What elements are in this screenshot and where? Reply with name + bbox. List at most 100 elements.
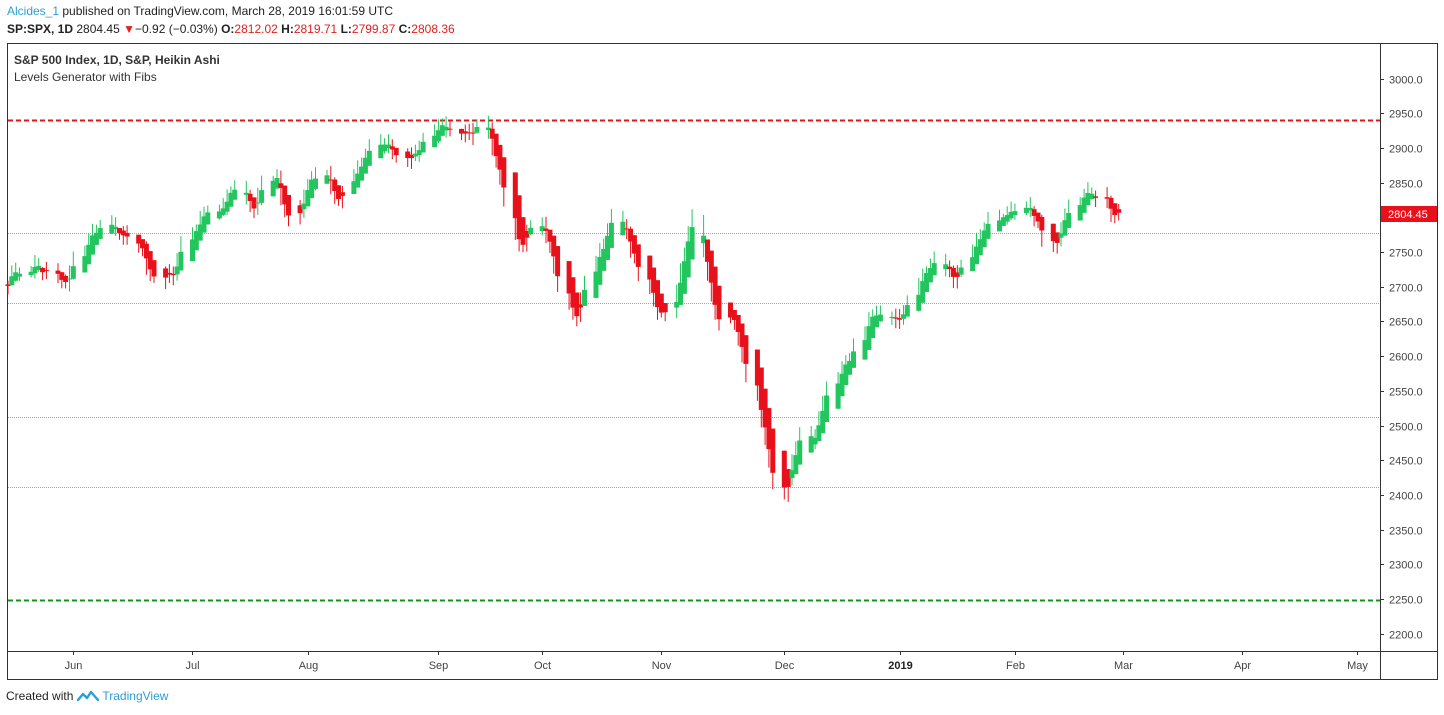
candle-body-up bbox=[420, 141, 426, 153]
candle-body-up bbox=[1027, 207, 1033, 211]
candle-body-up bbox=[674, 302, 680, 308]
candle-body-up bbox=[927, 268, 933, 283]
candle-body-up bbox=[620, 221, 626, 236]
candle-body-up bbox=[351, 181, 357, 194]
candle-body-down bbox=[1116, 209, 1122, 213]
candle-body-up bbox=[1062, 220, 1068, 236]
candle-body-down bbox=[1093, 196, 1099, 198]
candle-body-down bbox=[493, 133, 499, 157]
indicator-legend[interactable]: Levels Generator with Fibs bbox=[14, 70, 157, 84]
candle-body-up bbox=[324, 175, 330, 184]
candle-body-up bbox=[601, 249, 607, 271]
candle-body-up bbox=[1000, 217, 1006, 226]
candle-body-down bbox=[524, 231, 530, 238]
footer: Created with TradingView bbox=[6, 689, 168, 703]
candle-body-up bbox=[443, 126, 449, 131]
high-label: H: bbox=[281, 22, 294, 36]
candle-body-down bbox=[393, 147, 399, 156]
candle-body-down bbox=[631, 235, 637, 254]
candle-body-down bbox=[1031, 209, 1037, 216]
candle-body-up bbox=[528, 227, 534, 235]
candle-body-down bbox=[59, 272, 65, 280]
candle-body-up bbox=[9, 276, 15, 286]
candle-body-down bbox=[574, 292, 580, 317]
low-value: 2799.87 bbox=[351, 22, 396, 36]
candle-body-down bbox=[120, 230, 126, 236]
candle-body-down bbox=[551, 235, 557, 257]
candle-body-down bbox=[954, 272, 960, 277]
quote-line: SP:SPX, 1D 2804.45 ▼−0.92 (−0.03%) O:281… bbox=[7, 22, 455, 36]
candle-body-down bbox=[117, 228, 122, 234]
candle-body-down bbox=[282, 185, 288, 205]
candle-body-up bbox=[432, 135, 438, 148]
candle-body-down bbox=[124, 232, 130, 237]
candle-body-down bbox=[43, 270, 49, 272]
candle-body-up bbox=[816, 425, 822, 442]
candle-body-up bbox=[197, 224, 203, 241]
candle-body-up bbox=[243, 192, 249, 195]
candle-body-down bbox=[1104, 197, 1110, 199]
candle-body-up bbox=[974, 246, 979, 265]
series-legend[interactable]: S&P 500 Index, 1D, S&P, Heikin Ashi bbox=[14, 53, 220, 67]
candle-body-down bbox=[166, 272, 172, 275]
candle-body-down bbox=[278, 183, 284, 188]
time-tick-label: Feb bbox=[1006, 660, 1025, 672]
candle-body-down bbox=[897, 318, 903, 320]
candle-body-up bbox=[582, 289, 587, 306]
author-link[interactable]: Alcides_1 bbox=[7, 4, 60, 18]
candle-body-up bbox=[681, 261, 687, 294]
candle-body-up bbox=[835, 383, 841, 409]
candle-body-up bbox=[205, 212, 211, 225]
candle-body-up bbox=[797, 440, 803, 465]
candle-body-down bbox=[251, 197, 257, 209]
price-tick-label: 2600.0 bbox=[1389, 352, 1423, 364]
candle-body-up bbox=[32, 266, 38, 274]
published-line: Alcides_1 published on TradingView.com, … bbox=[7, 4, 393, 18]
candle-body-up bbox=[228, 192, 234, 207]
close-label: C: bbox=[398, 22, 412, 36]
candle-body-down bbox=[336, 185, 341, 199]
candle-body-down bbox=[501, 157, 507, 188]
candle-body-down bbox=[147, 251, 153, 270]
candle-body-down bbox=[570, 277, 576, 308]
candle-body-down bbox=[1112, 203, 1118, 215]
candle-body-down bbox=[770, 428, 776, 473]
candle-body-down bbox=[1039, 217, 1045, 231]
price-tick-label: 2700.0 bbox=[1389, 283, 1423, 295]
candle-body-up bbox=[259, 190, 265, 203]
candle-body-up bbox=[201, 216, 207, 233]
candle-body-down bbox=[635, 244, 641, 267]
candle-body-down bbox=[743, 335, 749, 364]
price-axis[interactable]: 2200.0 2250.0 2300.0 2350.0 2400.0 2450.0 2500… bbox=[1380, 75, 1423, 642]
tradingview-link[interactable]: TradingView bbox=[102, 689, 169, 703]
candle-body-down bbox=[1035, 212, 1041, 222]
price-change: −0.92 (−0.03%) bbox=[135, 22, 218, 36]
price-tick-label: 2450.0 bbox=[1389, 456, 1423, 468]
candle-body-down bbox=[512, 172, 518, 219]
candle-body-up bbox=[889, 316, 895, 319]
price-tick-label: 2950.0 bbox=[1389, 109, 1423, 121]
candle-body-up bbox=[17, 273, 22, 277]
candle-body-down bbox=[716, 285, 722, 320]
candle-body-up bbox=[309, 179, 315, 199]
candle-body-up bbox=[843, 364, 849, 385]
candle-body-down bbox=[170, 273, 176, 276]
candle-body-up bbox=[386, 144, 391, 148]
candle-body-up bbox=[224, 201, 230, 212]
candle-body-up bbox=[678, 282, 683, 305]
price-tick-label: 2900.0 bbox=[1389, 144, 1423, 156]
candle-body-down bbox=[151, 260, 157, 277]
candle-body-down bbox=[624, 228, 630, 230]
candle-body-up bbox=[70, 266, 76, 279]
price-tick-label: 2400.0 bbox=[1389, 491, 1423, 503]
last-price: 2804.45 bbox=[76, 22, 120, 36]
candle-body-up bbox=[608, 222, 614, 248]
candle-body-up bbox=[1077, 205, 1083, 221]
candle-body-down bbox=[739, 323, 745, 347]
candle-body-down bbox=[489, 128, 495, 139]
time-axis[interactable]: Jun Jul Aug Sep Oct Nov Dec 2019 Feb Mar Apr May bbox=[65, 651, 1369, 672]
candle-body-down bbox=[708, 250, 714, 283]
price-tick-label: 3000.0 bbox=[1389, 75, 1423, 87]
candle-body-down bbox=[555, 246, 561, 277]
